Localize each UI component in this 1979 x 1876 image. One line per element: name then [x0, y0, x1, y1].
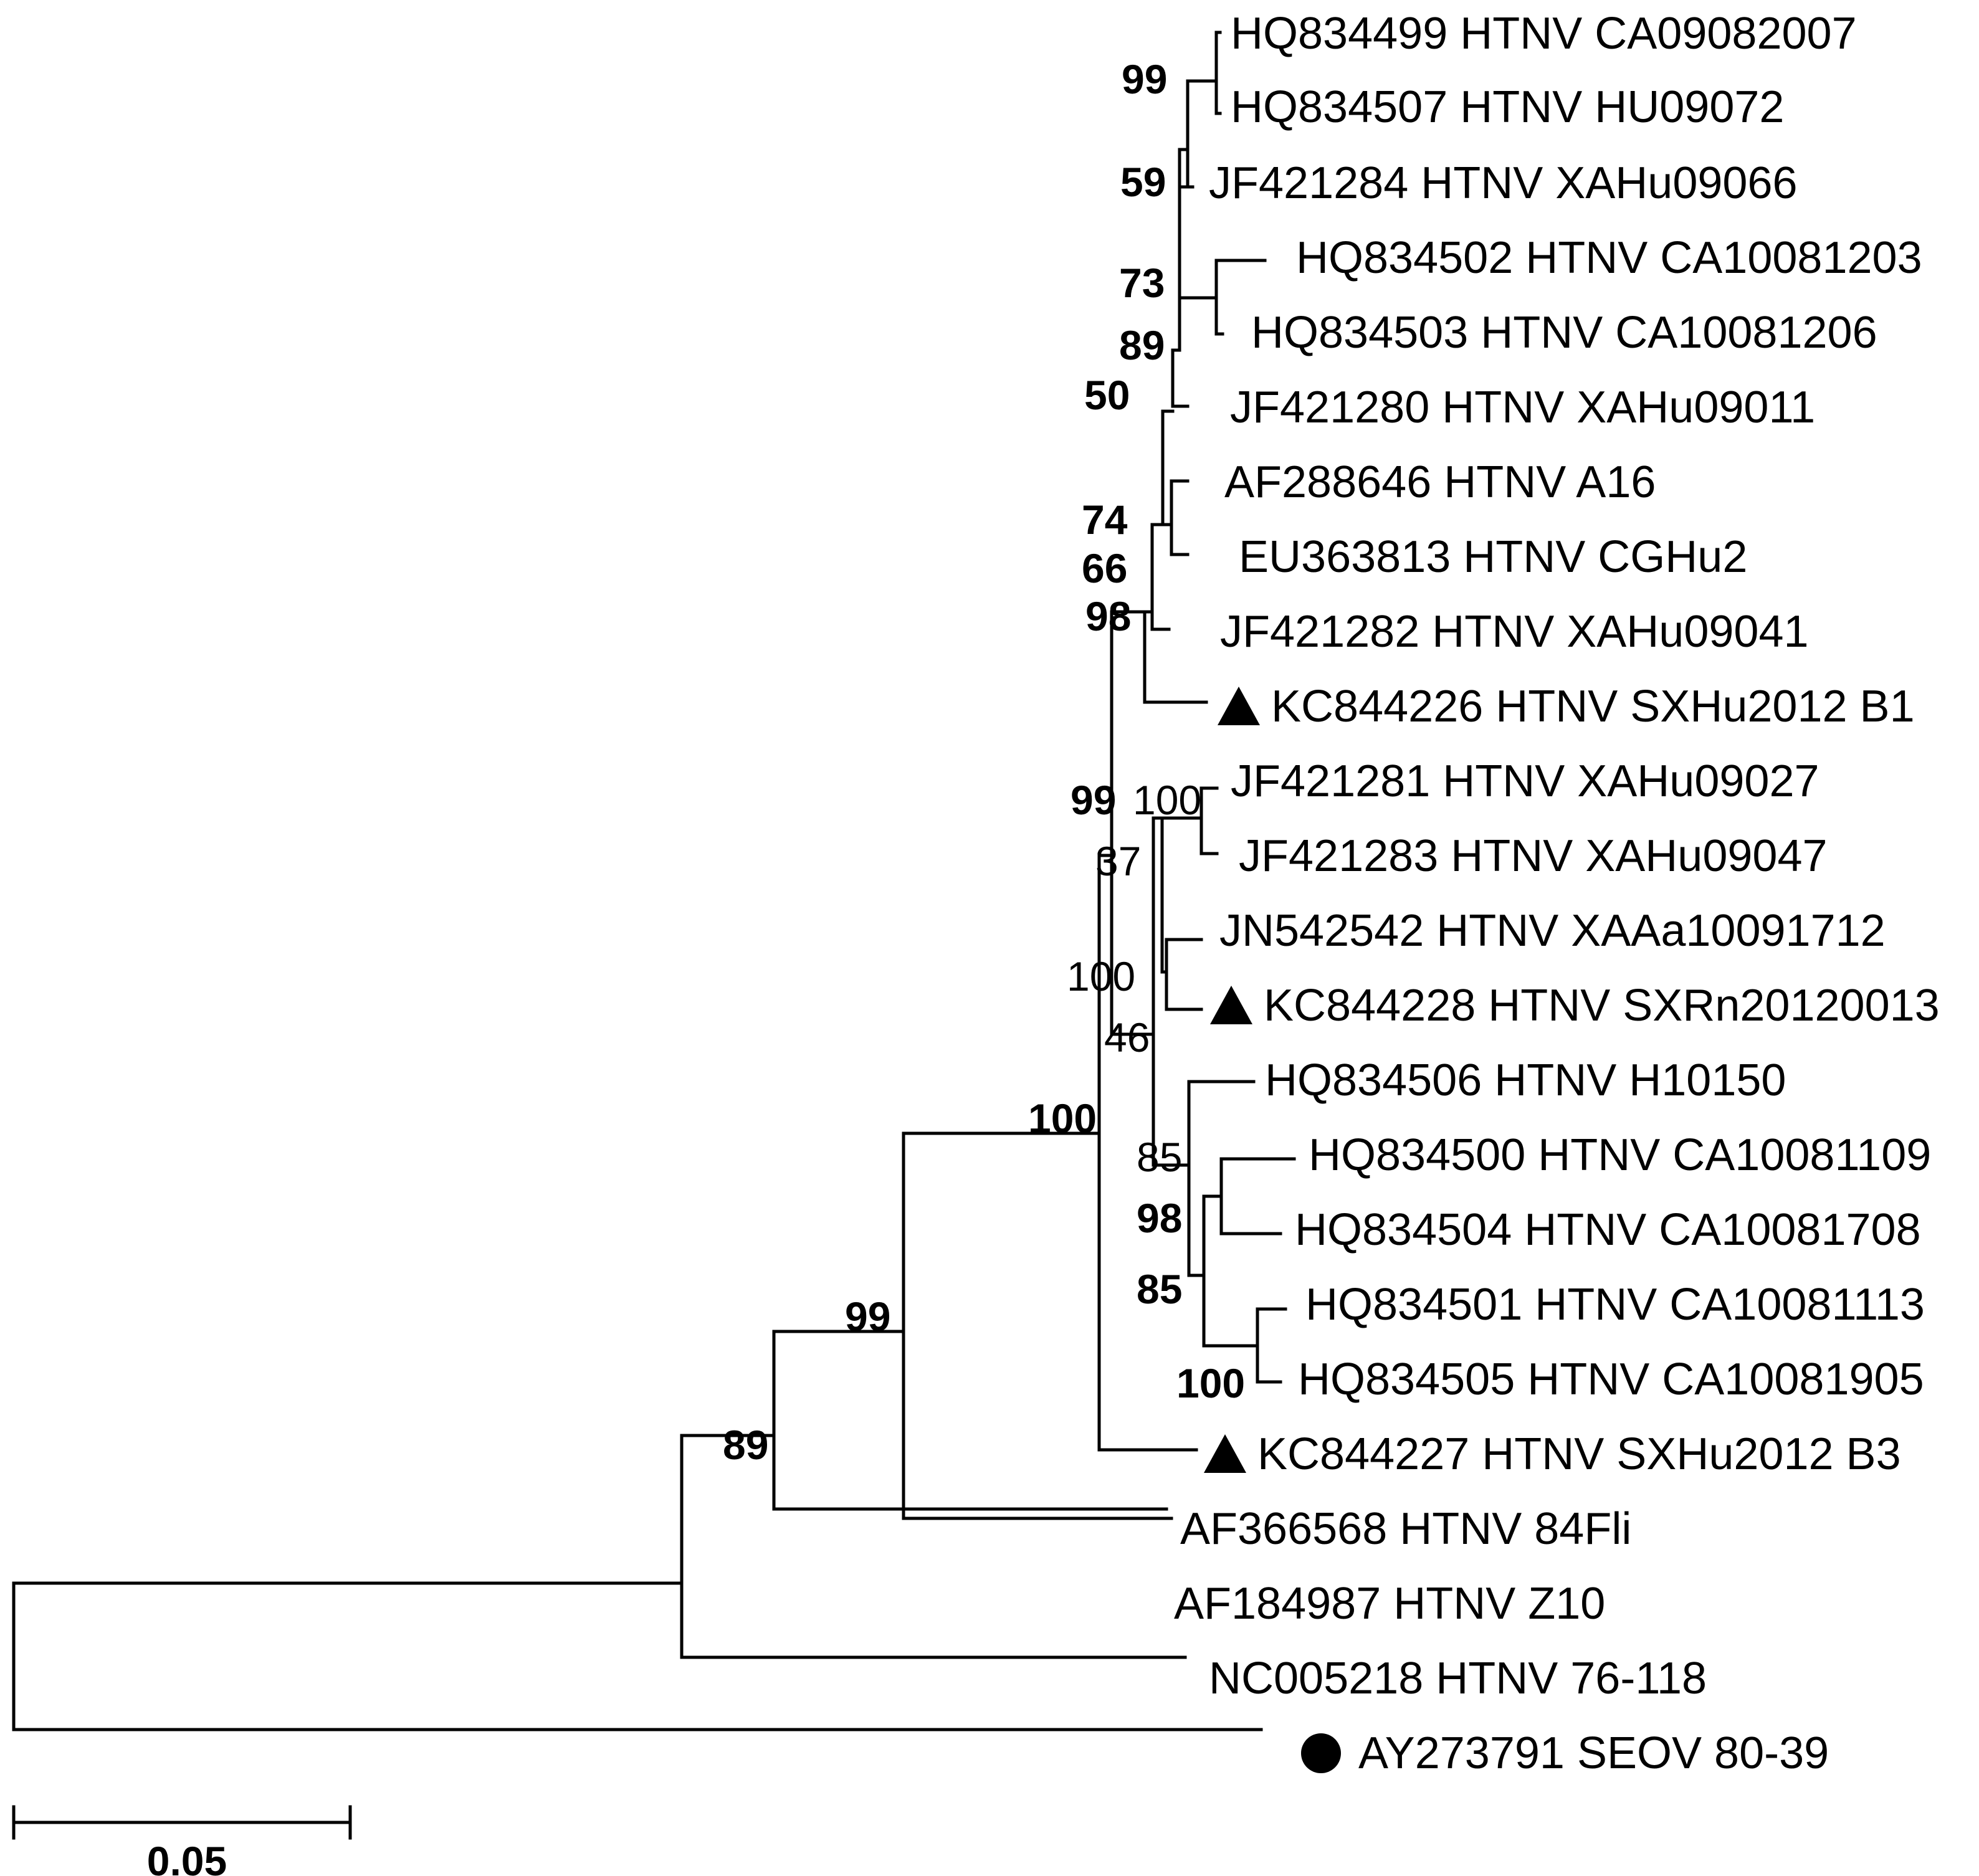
- leaf-label-hq834505: HQ834505 HTNV CA10081905: [1298, 1355, 1924, 1404]
- leaf-labels: HQ834499 HTNV CA09082007 HQ834507 HTNV HU…: [1174, 9, 1940, 1778]
- support-value: 99: [1071, 777, 1116, 823]
- leaf-label-nc005218: NC005218 HTNV 76-118: [1209, 1654, 1707, 1703]
- support-value: 50: [1084, 372, 1130, 418]
- support-value: 46: [1104, 1014, 1150, 1060]
- leaf-label-hq834502: HQ834502 HTNV CA10081203: [1296, 233, 1922, 283]
- support-value: 89: [1119, 322, 1165, 368]
- leaf-label-af288646: AF288646 HTNV A16: [1224, 457, 1656, 507]
- leaf-label-hq834500: HQ834500 HTNV CA10081109: [1309, 1130, 1931, 1180]
- tree-branches: [12, 31, 1296, 1731]
- scale-bar: 0.05: [12, 1805, 352, 1876]
- leaf-label-hq834501: HQ834501 HTNV CA10081113: [1305, 1280, 1925, 1330]
- leaf-label-kc844228: KC844228 HTNV SXRn20120013: [1264, 981, 1940, 1031]
- leaf-label-hq834507: HQ834507 HTNV HU09072: [1231, 82, 1784, 132]
- leaf-label-kc844227: KC844227 HTNV SXHu2012 B3: [1257, 1429, 1901, 1479]
- leaf-label-hq834503: HQ834503 HTNV CA10081206: [1251, 308, 1877, 358]
- leaf-label-eu363813: EU363813 HTNV CGHu2: [1239, 532, 1747, 582]
- leaf-label-af184987: AF184987 HTNV Z10: [1174, 1579, 1605, 1629]
- leaf-label-jf421283: JF421283 HTNV XAHu09047: [1239, 831, 1828, 881]
- support-value: 59: [1120, 159, 1166, 205]
- support-value: 73: [1119, 260, 1165, 306]
- leaf-label-jf421281: JF421281 HTNV XAHu09027: [1231, 756, 1819, 806]
- leaf-markers: [1204, 687, 1341, 1773]
- support-value: 85: [1137, 1134, 1182, 1180]
- support-value: 85: [1137, 1266, 1182, 1312]
- support-value: 98: [1085, 593, 1131, 639]
- support-value: 37: [1095, 838, 1141, 884]
- support-value: 74: [1082, 497, 1128, 543]
- leaf-label-hq834499: HQ834499 HTNV CA09082007: [1231, 9, 1857, 59]
- leaf-label-jf421284: JF421284 HTNV XAHu09066: [1209, 158, 1798, 208]
- leaf-label-jn542542: JN542542 HTNV XAAa10091712: [1219, 906, 1886, 956]
- triangle-marker-icon: [1210, 986, 1252, 1024]
- triangle-marker-icon: [1218, 687, 1260, 725]
- scale-bar-label: 0.05: [147, 1838, 227, 1876]
- leaf-label-af366568: AF366568 HTNV 84Fli: [1180, 1504, 1631, 1554]
- triangle-marker-icon: [1204, 1434, 1246, 1473]
- support-value: 100: [1133, 777, 1201, 823]
- support-value: 66: [1082, 545, 1127, 591]
- support-value: 100: [1067, 953, 1135, 999]
- leaf-label-ay273791: AY273791 SEOV 80-39: [1358, 1728, 1829, 1778]
- leaf-label-kc844226: KC844226 HTNV SXHu2012 B1: [1271, 682, 1915, 731]
- leaf-label-hq834506: HQ834506 HTNV H10150: [1265, 1055, 1786, 1105]
- support-value: 98: [1137, 1195, 1182, 1241]
- support-value: 99: [845, 1293, 890, 1340]
- support-value: 100: [1028, 1095, 1097, 1141]
- support-value: 100: [1176, 1360, 1245, 1406]
- circle-marker-icon: [1301, 1733, 1341, 1773]
- leaf-label-jf421282: JF421282 HTNV XAHu09041: [1220, 607, 1809, 657]
- leaf-label-jf421280: JF421280 HTNV XAHu09011: [1230, 383, 1815, 432]
- support-value: 89: [723, 1422, 768, 1468]
- leaf-label-hq834504: HQ834504 HTNV CA10081708: [1295, 1205, 1921, 1255]
- support-value: 99: [1122, 56, 1167, 102]
